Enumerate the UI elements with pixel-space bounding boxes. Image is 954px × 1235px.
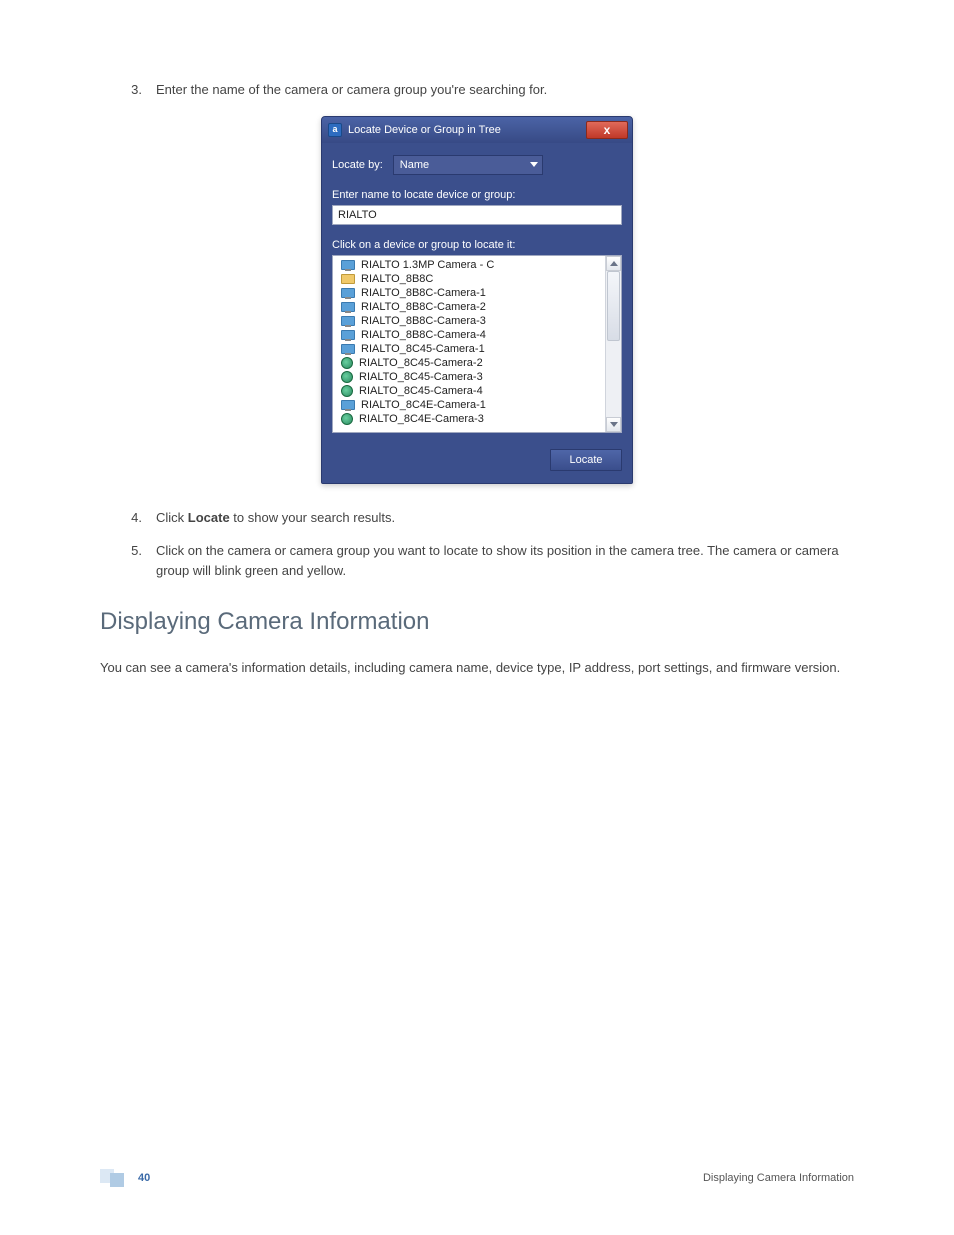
result-item-label: RIALTO_8C4E-Camera-3 [359,413,484,425]
step-5: 5. Click on the camera or camera group y… [128,541,854,580]
result-item-label: RIALTO_8C45-Camera-1 [361,343,485,355]
locate-by-dropdown[interactable]: Name [393,155,543,175]
chevron-down-icon [530,162,538,167]
monitor-icon [341,400,355,410]
result-item[interactable]: RIALTO_8B8C [335,272,603,286]
step-3-text: Enter the name of the camera or camera g… [156,80,854,100]
result-item[interactable]: RIALTO_8B8C-Camera-4 [335,328,603,342]
locate-dialog: a Locate Device or Group in Tree x Locat… [321,116,633,484]
scrollbar[interactable] [605,256,621,432]
dialog-screenshot: a Locate Device or Group in Tree x Locat… [100,116,854,484]
locate-by-value: Name [400,159,429,171]
result-item-label: RIALTO_8B8C-Camera-3 [361,315,486,327]
result-item[interactable]: RIALTO 1.3MP Camera - C [335,258,603,272]
scroll-up-button[interactable] [606,256,621,271]
monitor-icon [341,316,355,326]
locate-by-label: Locate by: [332,159,383,171]
result-item-label: RIALTO_8B8C-Camera-2 [361,301,486,313]
result-item-label: RIALTO_8B8C-Camera-1 [361,287,486,299]
result-item[interactable]: RIALTO_8C45-Camera-1 [335,342,603,356]
dialog-titlebar: a Locate Device or Group in Tree x [322,117,632,143]
page-number: 40 [138,1172,150,1184]
triangle-up-icon [610,261,618,266]
camera-icon [341,385,353,397]
result-item[interactable]: RIALTO_8B8C-Camera-2 [335,300,603,314]
result-item[interactable]: RIALTO_8C45-Camera-2 [335,356,603,370]
result-list: RIALTO 1.3MP Camera - C RIALTO_8B8C RIALTO… [333,256,605,432]
footer-section-label: Displaying Camera Information [703,1172,854,1184]
triangle-down-icon [610,422,618,427]
camera-icon [341,357,353,369]
folder-icon [341,274,355,284]
monitor-icon [341,302,355,312]
monitor-icon [341,288,355,298]
result-item-label: RIALTO_8C45-Camera-2 [359,357,483,369]
result-item-label: RIALTO_8C4E-Camera-1 [361,399,486,411]
step-4-num: 4. [128,508,156,528]
search-input[interactable] [332,205,622,225]
result-list-label: Click on a device or group to locate it: [332,239,622,251]
camera-icon [341,413,353,425]
result-item-label: RIALTO_8B8C-Camera-4 [361,329,486,341]
step-5-text: Click on the camera or camera group you … [156,541,854,580]
step-4: 4. Click Locate to show your search resu… [128,508,854,528]
monitor-icon [341,330,355,340]
footer-logo-icon [100,1169,124,1187]
result-item[interactable]: RIALTO_8B8C-Camera-3 [335,314,603,328]
result-item-label: RIALTO_8B8C [361,273,433,285]
page-footer: 40 Displaying Camera Information [100,1169,854,1187]
step-4-text: Click Locate to show your search results… [156,508,854,528]
monitor-icon [341,260,355,270]
close-button[interactable]: x [586,121,628,139]
result-item[interactable]: RIALTO_8B8C-Camera-1 [335,286,603,300]
result-item-label: RIALTO_8C45-Camera-3 [359,371,483,383]
step-5-num: 5. [128,541,156,580]
enter-name-label: Enter name to locate device or group: [332,189,622,201]
scroll-down-button[interactable] [606,417,621,432]
step-3-num: 3. [128,80,156,100]
app-icon: a [328,123,342,137]
result-item[interactable]: RIALTO_8C45-Camera-3 [335,370,603,384]
dialog-title: Locate Device or Group in Tree [348,124,586,136]
monitor-icon [341,344,355,354]
camera-icon [341,371,353,383]
close-icon: x [604,123,611,137]
locate-button[interactable]: Locate [550,449,622,471]
section-heading: Displaying Camera Information [100,608,854,636]
result-item[interactable]: RIALTO_8C45-Camera-4 [335,384,603,398]
section-body: You can see a camera's information detai… [100,658,854,679]
result-listbox: RIALTO 1.3MP Camera - C RIALTO_8B8C RIALTO… [332,255,622,433]
result-item-label: RIALTO 1.3MP Camera - C [361,259,494,271]
scroll-thumb[interactable] [607,271,620,341]
scroll-track[interactable] [606,271,621,417]
result-item[interactable]: RIALTO_8C4E-Camera-3 [335,412,603,426]
step-3: 3. Enter the name of the camera or camer… [128,80,854,100]
dialog-body: Locate by: Name Enter name to locate dev… [322,143,632,483]
result-item-label: RIALTO_8C45-Camera-4 [359,385,483,397]
result-item[interactable]: RIALTO_8C4E-Camera-1 [335,398,603,412]
